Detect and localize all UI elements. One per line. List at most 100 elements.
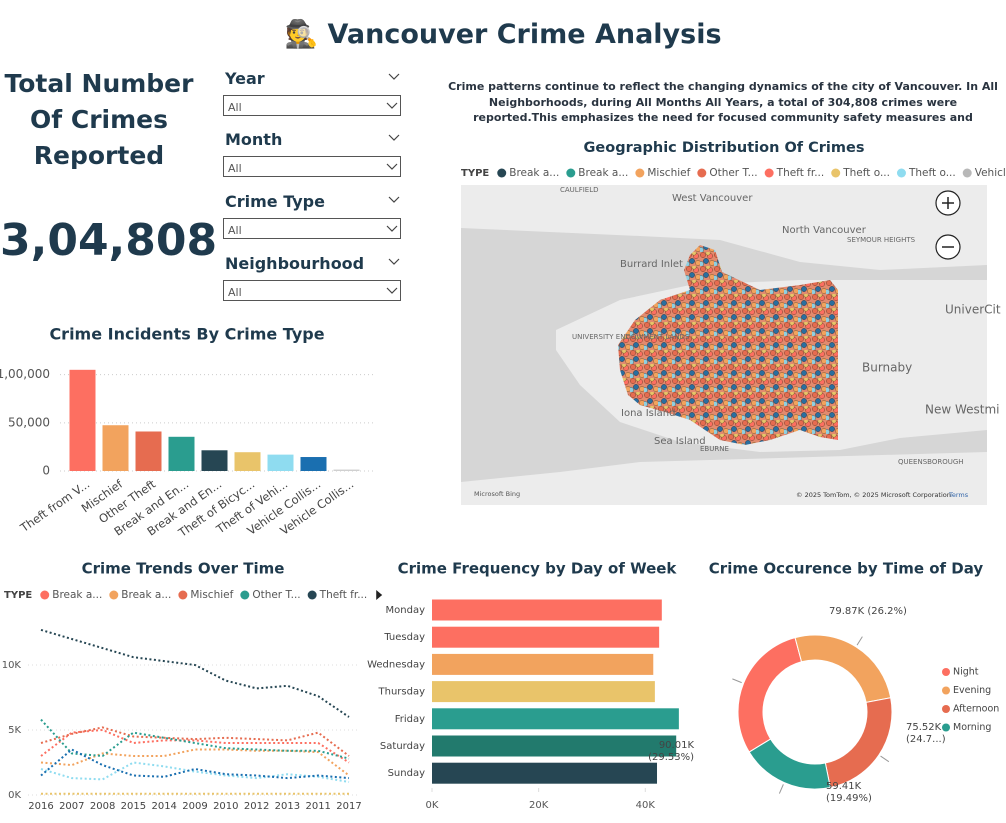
legend-label: Afternoon (953, 704, 999, 715)
title-text: Vancouver Crime Analysis (327, 19, 722, 50)
map-place-label: West Vancouver (672, 193, 753, 204)
data-label: 90.01K (29.53%) (648, 740, 694, 763)
legend-swatch (40, 590, 50, 600)
legend-label: Break a... (578, 167, 628, 179)
filter-label: Crime Type (225, 192, 325, 211)
legend-swatch (307, 590, 317, 600)
legend-swatch (697, 168, 707, 178)
legend-swatch (896, 168, 906, 178)
chevron-icon (388, 258, 400, 265)
chevron-icon (386, 163, 398, 170)
legend-swatch (240, 590, 250, 600)
legend-label: Morning (953, 722, 991, 733)
title-icon: 🕵️ (284, 19, 319, 50)
y-tick-label: 1,00,000 (0, 367, 50, 381)
map-place-label: New Westmi (925, 403, 1000, 417)
filter-dropdown[interactable]: All (223, 218, 401, 239)
map-place-label: EBURNE (700, 445, 729, 453)
y-tick-label: 10K (2, 660, 22, 671)
chevron-icon (386, 287, 398, 294)
bar (69, 369, 96, 471)
map-place-label: Iona Island (621, 408, 675, 419)
narrative: Crime patterns continue to reflect the c… (448, 80, 998, 124)
y-tick-label: 0 (42, 464, 50, 478)
legend-swatch (566, 168, 576, 178)
y-tick-label: 5K (8, 725, 21, 736)
filter-label: Month (225, 130, 283, 149)
legend-label: Theft o... (908, 167, 956, 179)
map-land (461, 452, 987, 505)
leader-line (880, 755, 890, 763)
filter-dropdown[interactable]: All (223, 95, 401, 116)
bar (432, 735, 677, 757)
x-tick-label: 2014 (151, 801, 176, 812)
legend-label: Theft fr... (319, 589, 368, 601)
legend-title: TYPE (4, 590, 32, 601)
donut-slice (737, 637, 803, 753)
map-place-label: Burnaby (862, 361, 912, 375)
chevron-icon (386, 225, 398, 232)
y-tick-label: 0K (8, 790, 21, 801)
kpi-label: Total Number Of Crimes Reported (4, 69, 194, 170)
chart-title: Crime Trends Over Time (82, 560, 285, 578)
crime-points-area (618, 245, 838, 445)
legend-swatch (178, 590, 188, 600)
chevron-icon (386, 102, 398, 109)
filter-label: Neighbourhood (225, 254, 365, 273)
x-tick-label: 2015 (121, 801, 146, 812)
trend-line (40, 728, 350, 764)
bar (267, 454, 294, 471)
y-tick-label: Monday (386, 605, 426, 616)
trend-line (40, 748, 350, 777)
bar (102, 425, 129, 471)
bar (135, 431, 162, 471)
y-tick-label: Thursday (378, 687, 426, 698)
legend-label: Other T... (709, 167, 757, 179)
donut-slice (748, 738, 831, 790)
y-tick-label: 50,000 (8, 415, 50, 429)
bar (300, 457, 327, 471)
chevron-icon (388, 134, 400, 141)
leader-line (856, 636, 863, 646)
donut-slice (794, 634, 892, 703)
x-tick-label: 40K (636, 800, 656, 811)
chart-title: Crime Occurence by Time of Day (709, 560, 984, 578)
x-tick-label: 2009 (182, 801, 207, 812)
bar (432, 653, 654, 675)
y-tick-label: Friday (395, 714, 425, 725)
bar (333, 469, 360, 471)
x-tick-label: 2017 (336, 801, 361, 812)
filter-dropdown[interactable]: All (223, 156, 401, 177)
chevron-icon (388, 196, 400, 203)
legend-swatch (942, 686, 950, 695)
data-label: 79.87K (26.2%) (829, 606, 907, 617)
x-tick-label: 2012 (244, 801, 269, 812)
bar (432, 681, 655, 703)
page-title: 🕵️ Vancouver Crime Analysis (0, 18, 1006, 50)
map-place-label: QUEENSBOROUGH (898, 458, 964, 466)
bar (432, 626, 660, 648)
map-place-label: CAULFIELD (560, 186, 599, 194)
chart-title: Crime Incidents By Crime Type (49, 325, 324, 344)
kpi-value: 3,04,808 (0, 215, 218, 266)
filter-dropdown[interactable]: All (223, 280, 401, 301)
x-tick-label: 2007 (59, 801, 84, 812)
legend-scroll-arrow (376, 590, 383, 600)
legend-swatch (109, 590, 119, 600)
legend-swatch (962, 168, 972, 178)
legend-swatch (942, 705, 950, 713)
data-label: 75.52K (24.7...) (906, 722, 946, 745)
bar (168, 436, 195, 471)
map-place-label: SEYMOUR HEIGHTS (847, 236, 916, 244)
legend-swatch (635, 168, 645, 178)
chart-title: Geographic Distribution Of Crimes (584, 140, 865, 156)
legend-label: Mischief (190, 589, 233, 601)
y-tick-label: Sunday (388, 768, 425, 779)
x-tick-label: 2008 (90, 801, 115, 812)
legend-label: Break a... (509, 167, 559, 179)
legend-swatch (764, 168, 774, 178)
map-attribution: Microsoft Bing (474, 490, 520, 498)
x-tick-label: 2013 (275, 801, 300, 812)
y-tick-label: Saturday (380, 741, 425, 752)
